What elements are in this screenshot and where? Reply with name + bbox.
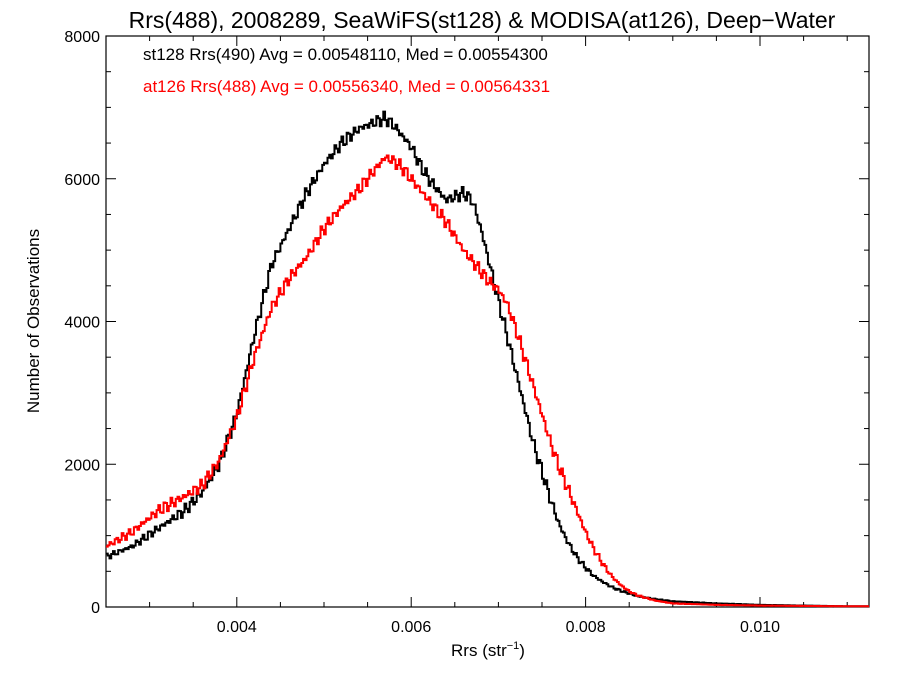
- plot-frame: [105, 35, 870, 608]
- y-axis: 0 2000 4000 6000 8000: [64, 29, 869, 617]
- y-tick-label: 0: [91, 600, 100, 617]
- x-tick-label: 0.006: [391, 619, 431, 636]
- y-tick-label: 4000: [64, 315, 100, 332]
- legend-entry-st128: st128 Rrs(490) Avg = 0.00548110, Med = 0…: [143, 45, 548, 64]
- chart-title: Rrs(488), 2008289, SeaWiFS(st128) & MODI…: [129, 7, 836, 33]
- y-axis-label: Number of Observations: [24, 229, 43, 413]
- x-axis: 0.004 0.006 0.008 0.010: [105, 36, 848, 636]
- series-group: [106, 110, 870, 608]
- x-axis-label: Rrs (str−1): [451, 640, 525, 660]
- series-line-st128: [106, 110, 870, 608]
- x-tick-label: 0.008: [566, 619, 606, 636]
- x-tick-label: 0.004: [217, 619, 257, 636]
- x-axis-label-close: ): [519, 641, 525, 660]
- y-tick-label: 2000: [64, 457, 100, 474]
- series-line-at126: [106, 154, 870, 608]
- x-axis-label-superscript: −1: [507, 640, 520, 652]
- legend-entry-at126: at126 Rrs(488) Avg = 0.00556340, Med = 0…: [143, 77, 550, 96]
- x-tick-label: 0.010: [740, 619, 780, 636]
- y-tick-label: 6000: [64, 172, 100, 189]
- y-tick-label: 8000: [64, 29, 100, 46]
- x-axis-label-main: Rrs (str: [451, 641, 507, 660]
